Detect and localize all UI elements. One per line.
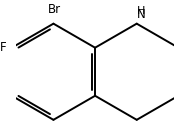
Text: N: N	[137, 8, 145, 21]
Text: Br: Br	[47, 3, 61, 16]
Text: H: H	[137, 6, 145, 16]
Text: F: F	[0, 41, 6, 54]
